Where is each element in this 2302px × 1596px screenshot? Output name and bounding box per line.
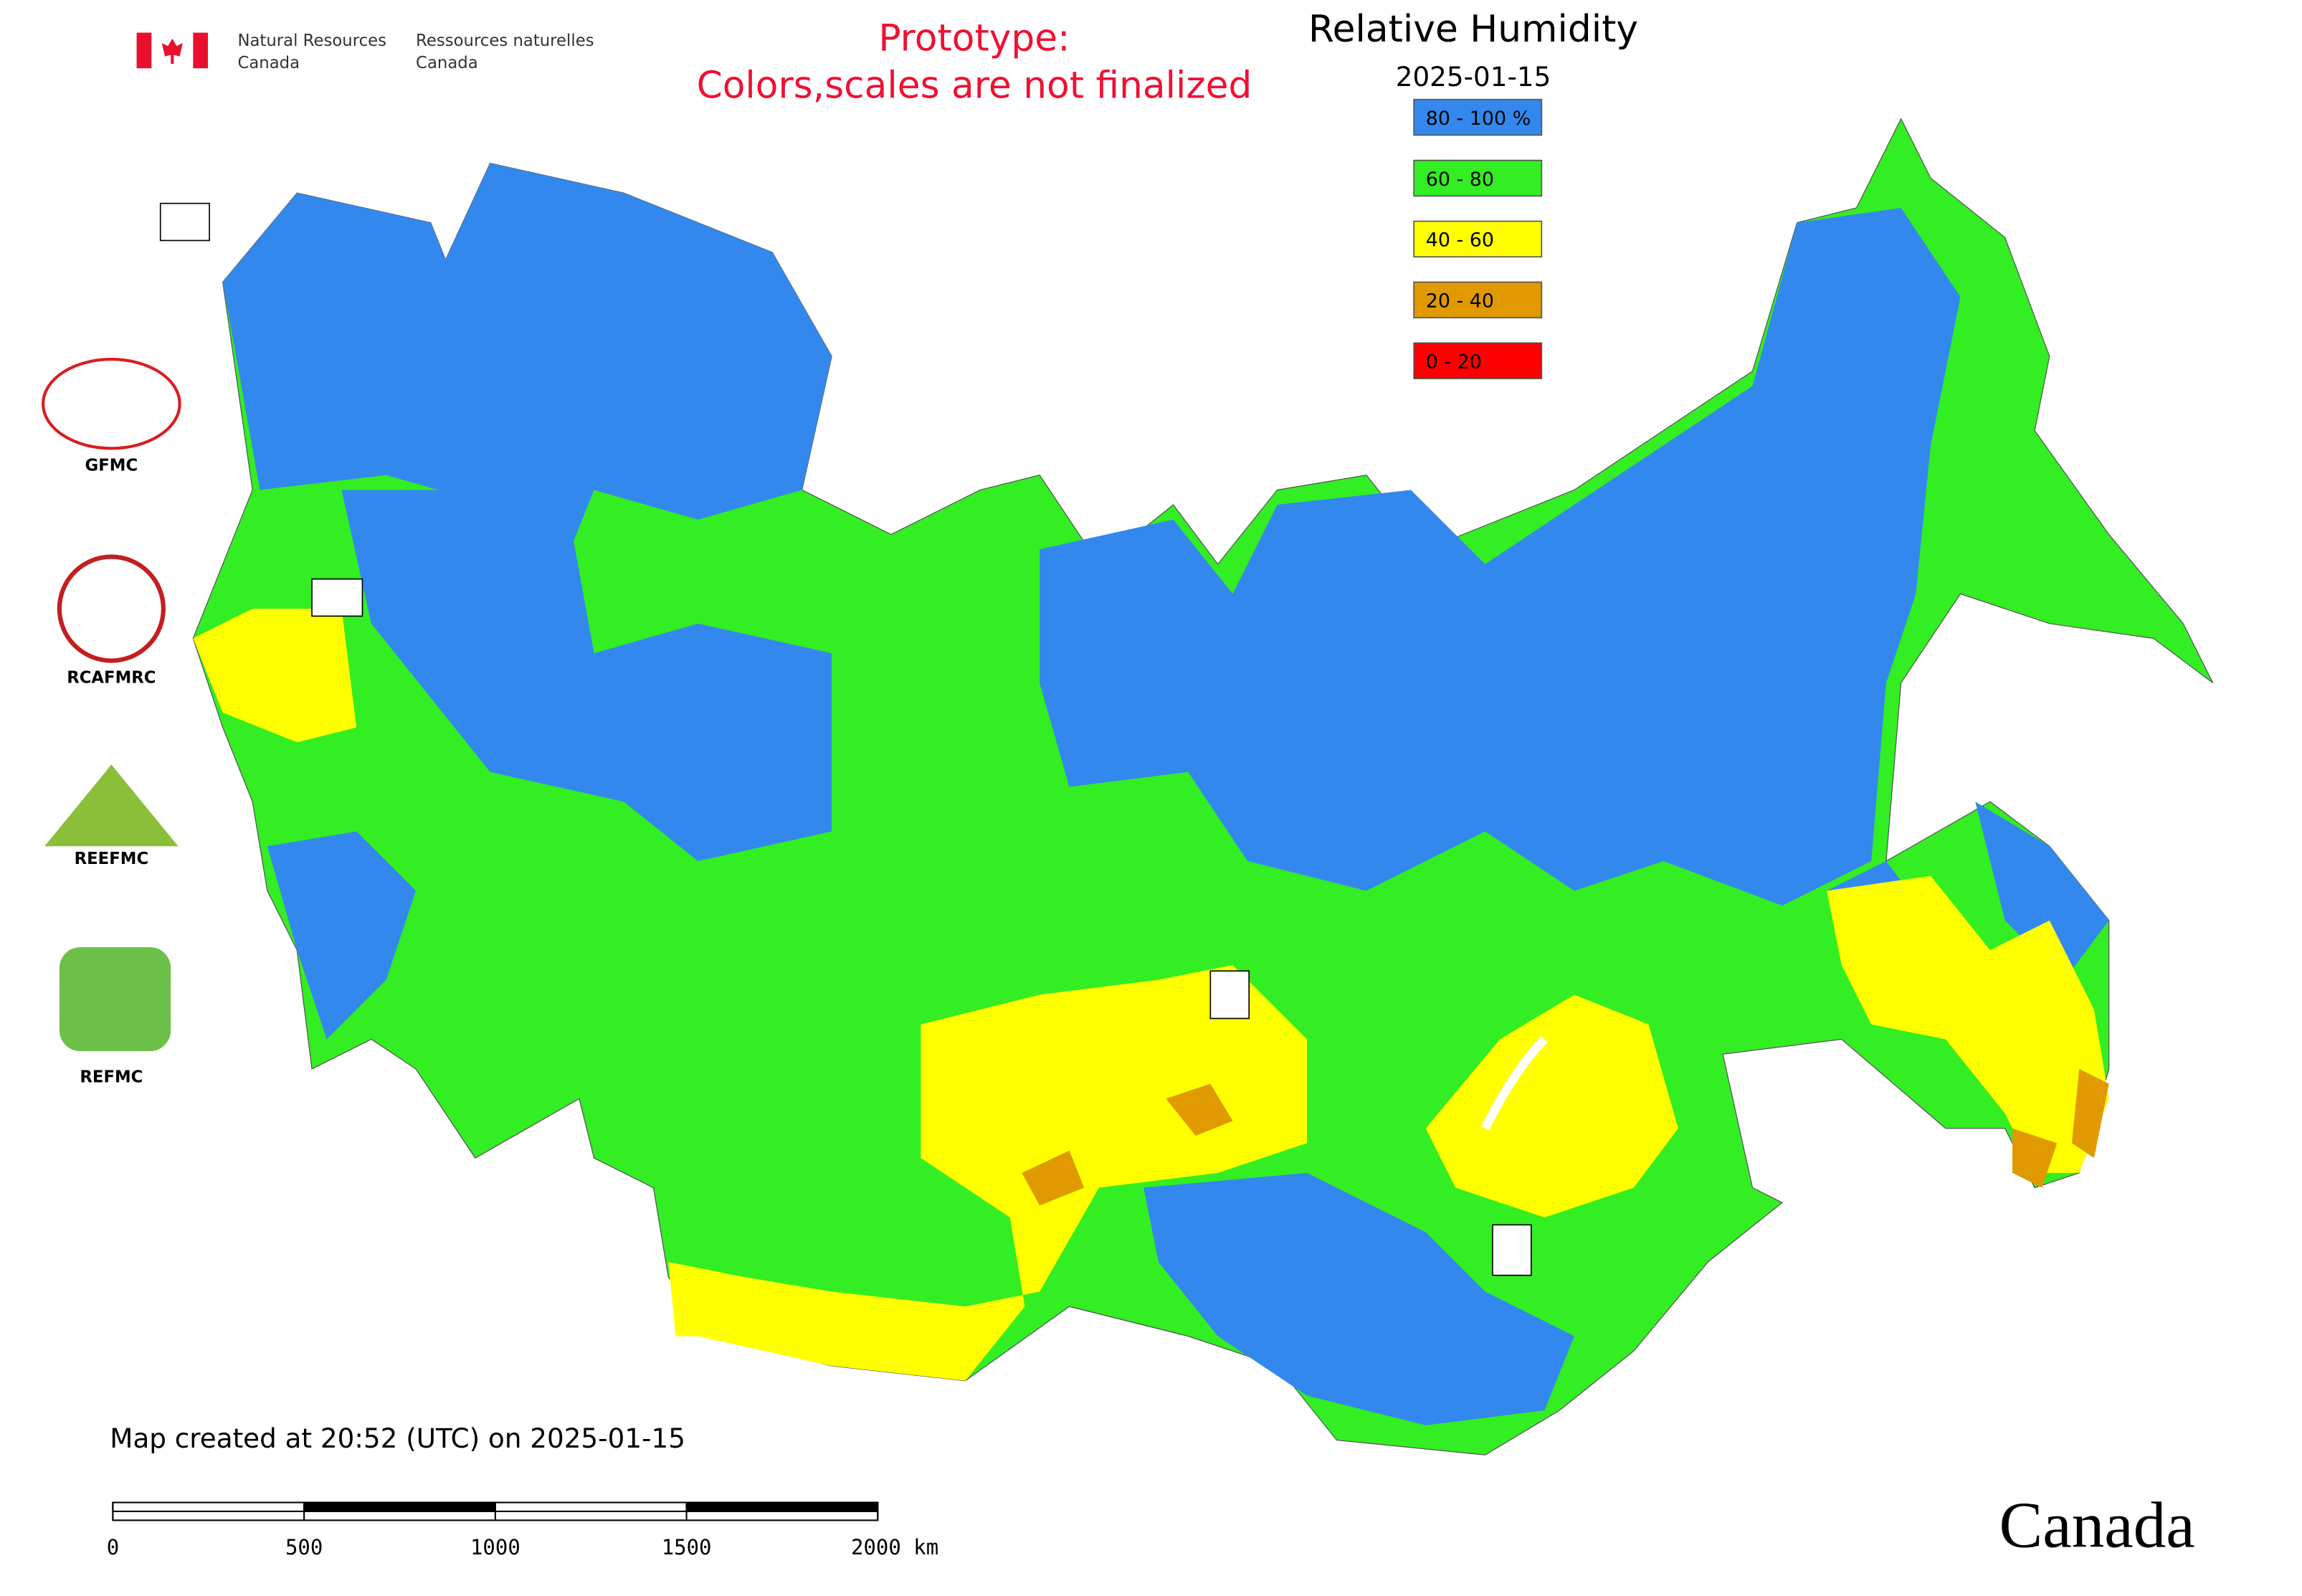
lake xyxy=(1481,1036,1548,1131)
humid-area xyxy=(222,163,832,564)
notice: Colors,scales are not finalized xyxy=(697,65,1252,108)
agency-en: Natural Resources xyxy=(237,32,386,50)
dry-area xyxy=(1022,1150,1085,1206)
flag-bar xyxy=(136,32,152,69)
map-markers xyxy=(159,202,1532,1276)
map-marker xyxy=(1209,970,1250,1020)
scale-segment xyxy=(685,1501,879,1513)
map-marker xyxy=(311,578,363,617)
logo-label: GFMC xyxy=(85,456,138,475)
moderate-area xyxy=(668,1262,743,1336)
logo-label: RCAFMRC xyxy=(67,669,156,688)
moderate-area xyxy=(1425,994,1678,1217)
moderate-areas xyxy=(193,608,2109,1381)
scale-label: 2000 km xyxy=(851,1535,938,1559)
legend: 80 - 100 % 60 - 80 40 - 60 20 - 40 0 - 20 xyxy=(1413,98,1543,379)
humid-area xyxy=(267,831,417,1040)
dry-area xyxy=(2012,1128,2058,1188)
legend-swatch xyxy=(1413,98,1543,136)
scale-bar: 0 500 1000 1500 2000 km xyxy=(107,1501,938,1559)
humid-area xyxy=(1975,802,2109,980)
moderate-area xyxy=(193,608,357,743)
agency-en: Canada xyxy=(237,54,300,72)
agency-fr: Canada xyxy=(416,54,478,72)
map-marker xyxy=(159,202,210,242)
humid-area xyxy=(1040,207,1961,906)
legend-swatch xyxy=(1413,220,1543,258)
legend-swatch xyxy=(1413,159,1543,197)
flag-bar xyxy=(193,32,209,69)
logo-icon xyxy=(59,947,171,1052)
legend-swatch xyxy=(1413,281,1543,318)
humid-areas xyxy=(222,163,2109,1425)
logo-label: REEFMC xyxy=(75,850,149,868)
map-date: 2025-01-15 xyxy=(1396,61,1551,92)
footer-note: Map created at 20:52 (UTC) on 2025-01-15 xyxy=(110,1422,685,1454)
scale-label: 1500 xyxy=(662,1535,712,1559)
maple-leaf xyxy=(161,38,183,65)
map xyxy=(159,118,2214,1455)
scale-label: 500 xyxy=(285,1535,323,1559)
canada-wordmark: Canada xyxy=(1999,1489,2194,1562)
agency-fr: Ressources naturelles xyxy=(416,32,594,50)
moderate-area xyxy=(682,964,1308,1381)
legend-label: 20 - 40 xyxy=(1426,290,1494,313)
notice: Prototype: xyxy=(878,16,1070,60)
legend-label: 40 - 60 xyxy=(1426,229,1494,252)
logo-icon xyxy=(44,764,179,847)
logo-label: REFMC xyxy=(80,1068,143,1087)
dry-areas xyxy=(1022,1068,2109,1206)
legend-label: 80 - 100 % xyxy=(1426,108,1531,130)
partner-logos xyxy=(42,358,181,1052)
dry-area xyxy=(1166,1083,1233,1136)
humid-area xyxy=(1143,1172,1574,1425)
logo-labels: GFMC RCAFMRC REEFMC REFMC xyxy=(67,456,156,1086)
scale-segment xyxy=(494,1501,688,1513)
humid-area xyxy=(341,490,832,862)
moderate-area xyxy=(1827,875,2109,1173)
dry-area xyxy=(2071,1068,2109,1159)
scale-label: 1000 xyxy=(470,1535,520,1559)
scale-label: 0 xyxy=(107,1535,119,1559)
legend-label: 0 - 20 xyxy=(1426,351,1482,374)
legend-label: 60 - 80 xyxy=(1426,168,1494,191)
logo-icon xyxy=(42,358,181,450)
scale-segment xyxy=(303,1501,496,1513)
legend-swatch xyxy=(1413,342,1543,379)
map-title: Relative Humidity xyxy=(1308,8,1638,51)
scale-segment xyxy=(112,1501,305,1513)
gov-header: Natural Resources Canada Ressources natu… xyxy=(136,32,594,72)
logo-icon xyxy=(57,554,166,663)
map-marker xyxy=(1492,1224,1532,1276)
